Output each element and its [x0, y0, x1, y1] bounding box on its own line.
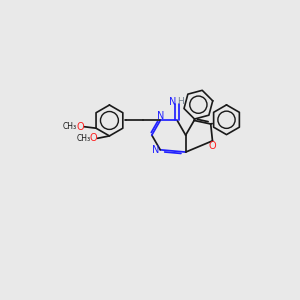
Text: CH₃: CH₃ [63, 122, 77, 130]
Text: O: O [76, 122, 84, 132]
Text: O: O [90, 133, 98, 143]
Text: N: N [169, 97, 177, 107]
Text: O: O [209, 141, 216, 151]
Text: N: N [157, 111, 164, 121]
Text: CH₃: CH₃ [76, 134, 91, 143]
Text: H: H [177, 97, 184, 106]
Text: N: N [152, 145, 159, 155]
